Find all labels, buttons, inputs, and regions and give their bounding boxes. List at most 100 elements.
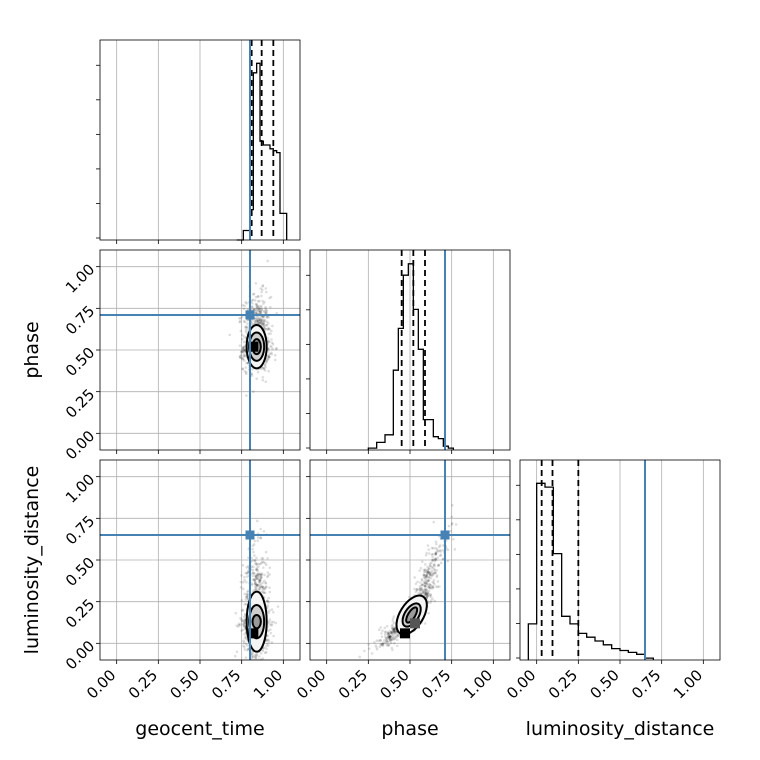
sample-point bbox=[424, 587, 427, 590]
sample-point bbox=[251, 390, 255, 393]
sample-point bbox=[264, 644, 268, 648]
sample-point bbox=[254, 309, 258, 313]
sample-point bbox=[434, 552, 438, 555]
sample-point bbox=[259, 661, 262, 664]
sample-point bbox=[424, 575, 428, 578]
sample-point bbox=[392, 628, 396, 631]
sample-point bbox=[390, 638, 394, 642]
sample-point bbox=[263, 573, 266, 577]
sample-point bbox=[255, 307, 259, 310]
sample-point bbox=[264, 380, 268, 383]
sample-point bbox=[267, 638, 270, 642]
sample-point bbox=[269, 628, 272, 631]
sample-point bbox=[253, 539, 257, 543]
sample-point bbox=[419, 586, 422, 590]
sample-point bbox=[244, 326, 248, 329]
panel-frame bbox=[309, 249, 511, 451]
sample-point bbox=[388, 638, 392, 641]
sample-point bbox=[427, 584, 430, 587]
sample-point bbox=[244, 300, 247, 304]
sample-point bbox=[421, 590, 425, 594]
sample-point bbox=[242, 340, 246, 344]
sample-point bbox=[259, 310, 262, 313]
sample-point bbox=[264, 651, 268, 654]
sample-point bbox=[426, 595, 429, 598]
sample-point bbox=[241, 628, 245, 632]
histogram-luminosity_distance bbox=[527, 482, 654, 660]
sample-point bbox=[246, 322, 249, 325]
sample-point bbox=[431, 580, 434, 584]
sample-point bbox=[429, 576, 433, 580]
sample-point bbox=[246, 644, 249, 647]
sample-point bbox=[255, 652, 259, 656]
sample-point bbox=[240, 618, 243, 621]
sample-point bbox=[417, 588, 421, 591]
sample-point bbox=[384, 638, 388, 641]
sample-point bbox=[423, 584, 427, 588]
sample-point bbox=[426, 591, 429, 594]
sample-point bbox=[250, 565, 253, 569]
scatter-panel-phase-luminosity_distance: 0.00 0.25 0.50 0.75 1.00 bbox=[293, 459, 511, 702]
sample-point bbox=[384, 636, 388, 640]
sample-point bbox=[262, 320, 266, 324]
sample-point bbox=[255, 584, 259, 588]
sample-point bbox=[261, 649, 265, 653]
sample-point bbox=[260, 320, 263, 324]
sample-point bbox=[269, 332, 272, 335]
sample-point bbox=[423, 573, 426, 577]
sample-point bbox=[271, 342, 275, 346]
sample-point bbox=[261, 299, 264, 303]
sample-point bbox=[255, 568, 258, 571]
sample-point bbox=[241, 350, 245, 353]
sample-point bbox=[238, 320, 241, 324]
sample-point bbox=[422, 580, 426, 583]
sample-point bbox=[389, 641, 393, 645]
sample-point bbox=[434, 551, 438, 554]
sample-point bbox=[268, 305, 272, 309]
sample-point bbox=[251, 547, 254, 551]
sample-point bbox=[387, 643, 391, 647]
sample-point bbox=[255, 377, 259, 381]
sample-point bbox=[446, 559, 450, 563]
sample-point bbox=[388, 634, 391, 638]
sample-point bbox=[245, 575, 249, 578]
sample-point bbox=[386, 633, 390, 637]
sample-point bbox=[383, 626, 387, 630]
sample-point bbox=[253, 588, 256, 592]
sample-point bbox=[425, 573, 429, 577]
sample-point bbox=[239, 617, 242, 620]
sample-point bbox=[424, 593, 427, 597]
sample-point bbox=[243, 335, 246, 338]
sample-point bbox=[392, 631, 396, 634]
sample-point bbox=[390, 634, 393, 637]
sample-point bbox=[242, 345, 246, 349]
sample-point bbox=[383, 631, 387, 634]
sample-point bbox=[379, 626, 383, 629]
sample-point bbox=[254, 311, 258, 315]
sample-point bbox=[237, 622, 241, 626]
sample-point bbox=[414, 590, 418, 594]
sample-point bbox=[391, 623, 394, 626]
sample-point bbox=[390, 624, 394, 628]
sample-point bbox=[243, 349, 246, 352]
sample-point bbox=[259, 562, 262, 566]
sample-point bbox=[252, 559, 255, 562]
sample-point bbox=[262, 322, 265, 326]
sample-point bbox=[430, 569, 434, 572]
sample-point bbox=[262, 566, 265, 569]
sample-point bbox=[238, 344, 242, 347]
sample-point bbox=[260, 585, 263, 589]
sample-point bbox=[270, 623, 274, 626]
sample-point bbox=[427, 571, 431, 575]
sample-point bbox=[265, 324, 269, 327]
sample-point bbox=[393, 627, 396, 631]
sample-point bbox=[270, 341, 274, 345]
sample-point bbox=[253, 585, 257, 589]
sample-point bbox=[259, 527, 262, 531]
sample-point bbox=[420, 560, 424, 563]
sample-point bbox=[390, 637, 394, 640]
sample-point bbox=[261, 378, 265, 382]
sample-point bbox=[421, 591, 425, 595]
sample-point bbox=[237, 623, 241, 627]
x-tick-label: 0.75 bbox=[418, 666, 454, 702]
